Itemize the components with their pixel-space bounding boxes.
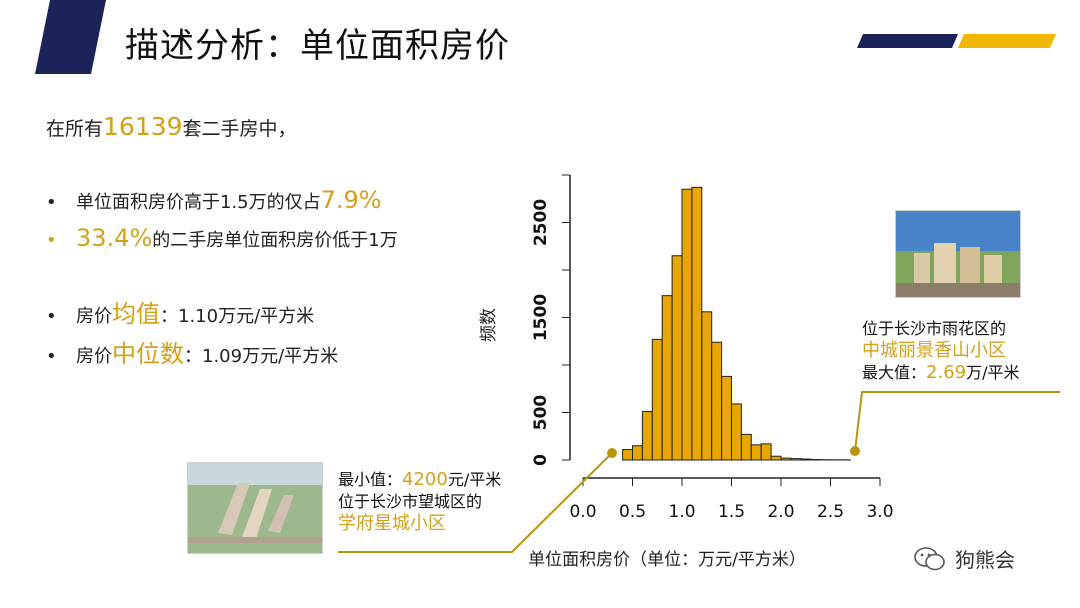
x-tick-label: 0.0 <box>569 502 596 522</box>
annotation-min: 最小值：4200元/平米 位于长沙市望城区的 学府星城小区 <box>338 469 502 534</box>
y-tick-label: 2500 <box>531 199 551 246</box>
annotation-max: 位于长沙市雨花区的 中城丽景香山小区 最大值：2.69万/平米 <box>862 319 1020 383</box>
header-stripe-navy <box>857 34 958 48</box>
bullet-high-price: • 单位面积房价高于1.5万的仅占 7.9% <box>46 186 382 214</box>
x-tick-label: 2.5 <box>817 502 844 522</box>
y-tick-label: 1500 <box>531 294 551 341</box>
bullet-mean: • 房价 均值 ：1.10万元/平方米 <box>46 300 315 328</box>
histogram-bar <box>731 403 742 461</box>
watermark-text: 狗熊会 <box>955 548 1015 572</box>
page-title: 描述分析：单位面积房价 <box>125 26 510 66</box>
y-tick-label: 0 <box>531 454 551 466</box>
y-tick-label: 500 <box>531 395 551 431</box>
x-tick-label: 3.0 <box>866 502 893 522</box>
y-axis-label: 频数 <box>479 308 499 342</box>
x-axis-label: 单位面积房价（单位：万元/平方米） <box>528 550 806 570</box>
x-tick-label: 1.0 <box>668 502 695 522</box>
title-accent-shape <box>35 0 106 74</box>
wechat-icon <box>914 546 945 570</box>
photo-xuefu-xingcheng <box>187 462 323 554</box>
price-histogram: 0.0 0.5 1.0 1.5 2.0 2.5 3.0 0 500 1500 2500 频数 单位面… <box>479 174 894 570</box>
histogram-bar <box>760 443 772 461</box>
bullet-median: • 房价 中位数 ：1.09万元/平方米 <box>46 340 339 368</box>
bullet-low-price: • 33.4% 的二手房单位面积房价低于1万 <box>46 224 398 252</box>
header-stripe-gold <box>958 34 1056 48</box>
bars-group <box>622 186 851 461</box>
min-connector-line <box>338 452 613 553</box>
photo-zhongcheng-xiangshan <box>895 210 1021 298</box>
x-tick-label: 0.5 <box>619 502 646 522</box>
axes-group: 0.0 0.5 1.0 1.5 2.0 2.5 3.0 0 500 1500 2500 <box>531 174 894 522</box>
watermark: 狗熊会 <box>913 544 1015 573</box>
total-count: 16139 <box>103 112 183 141</box>
x-tick-label: 1.5 <box>718 502 745 522</box>
max-connector-line <box>854 391 1060 452</box>
intro-text: 在所有16139套二手房中， <box>46 112 297 141</box>
x-tick-label: 2.0 <box>767 502 794 522</box>
